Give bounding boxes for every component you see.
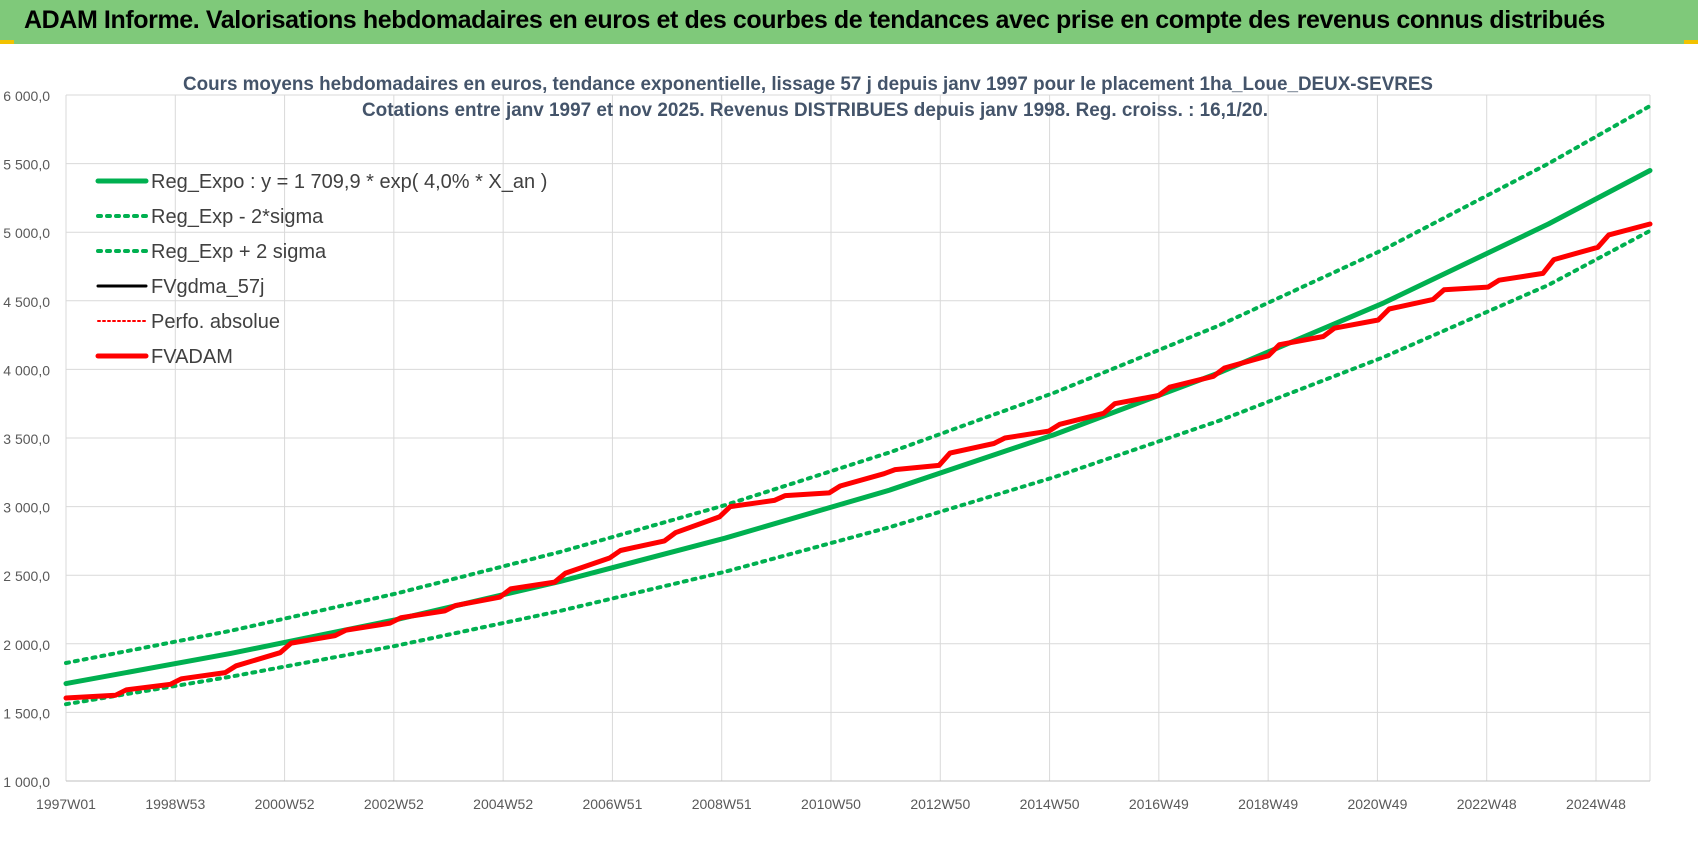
- legend-label: Perfo. absolue: [151, 311, 280, 333]
- legend: Reg_Expo : y = 1 709,9 * exp( 4,0% * X_a…: [95, 171, 547, 368]
- page-title: ADAM Informe. Valorisations hebdomadaire…: [24, 6, 1605, 34]
- y-tick-label: 1 000,0: [3, 774, 50, 790]
- x-tick-label: 1998W53: [145, 796, 205, 812]
- x-tick-label: 2020W49: [1347, 796, 1407, 812]
- grid: [65, 94, 1651, 782]
- x-tick-label: 2006W51: [582, 796, 642, 812]
- y-tick-label: 3 500,0: [3, 431, 50, 447]
- series-layer: [63, 104, 1653, 707]
- chart-background: [0, 44, 1698, 848]
- x-tick-label: 2010W50: [801, 796, 861, 812]
- chart-subtitle: Cotations entre janv 1997 et nov 2025. R…: [362, 100, 1268, 121]
- chart: 1 000,0 1 500,0 2 000,0 2 500,0 3 000,0 3 500…: [0, 44, 1698, 848]
- x-tick-label: 2024W48: [1566, 796, 1626, 812]
- x-tick-label: 2002W52: [364, 796, 424, 812]
- y-tick-label: 3 000,0: [3, 500, 50, 516]
- x-tick-label: 2022W48: [1457, 796, 1517, 812]
- y-tick-label: 2 000,0: [3, 637, 50, 653]
- y-tick-label: 1 500,0: [3, 705, 50, 721]
- x-axis: 1997W01 1998W53 2000W52 2002W52 2004W52 2006W…: [36, 796, 1626, 812]
- y-tick-label: 4 000,0: [3, 362, 50, 378]
- corner-marker-right: [1684, 40, 1698, 45]
- x-tick-label: 2008W51: [692, 796, 752, 812]
- y-tick-label: 5 500,0: [3, 157, 50, 173]
- series-line-dotted-green: [64, 228, 1652, 707]
- y-tick-label: 4 500,0: [3, 294, 50, 310]
- x-tick-label: 2018W49: [1238, 796, 1298, 812]
- chart-title: Cours moyens hebdomadaires en euros, ten…: [183, 74, 1433, 95]
- x-tick-label: 2014W50: [1020, 796, 1080, 812]
- header-banner: ADAM Informe. Valorisations hebdomadaire…: [0, 0, 1698, 45]
- legend-label: Reg_Exp - 2*sigma: [151, 206, 324, 228]
- x-tick-label: 1997W01: [36, 796, 96, 812]
- x-tick-label: 2004W52: [473, 796, 533, 812]
- series-line-solid-red: [63, 221, 1653, 701]
- x-tick-label: 2012W50: [910, 796, 970, 812]
- x-tick-label: 2016W49: [1129, 796, 1189, 812]
- y-tick-label: 6 000,0: [3, 88, 50, 104]
- legend-label: Reg_Exp + 2 sigma: [151, 241, 327, 263]
- legend-label: Reg_Expo : y = 1 709,9 * exp( 4,0% * X_a…: [151, 171, 547, 193]
- corner-marker-left: [0, 40, 14, 45]
- y-axis: 1 000,0 1 500,0 2 000,0 2 500,0 3 000,0 3 500…: [3, 88, 50, 790]
- series-line-dotted-green: [64, 104, 1652, 665]
- y-tick-label: 5 000,0: [3, 225, 50, 241]
- legend-label: FVgdma_57j: [151, 276, 264, 298]
- legend-label: FVADAM: [151, 346, 233, 368]
- y-tick-label: 2 500,0: [3, 568, 50, 584]
- x-tick-label: 2000W52: [255, 796, 315, 812]
